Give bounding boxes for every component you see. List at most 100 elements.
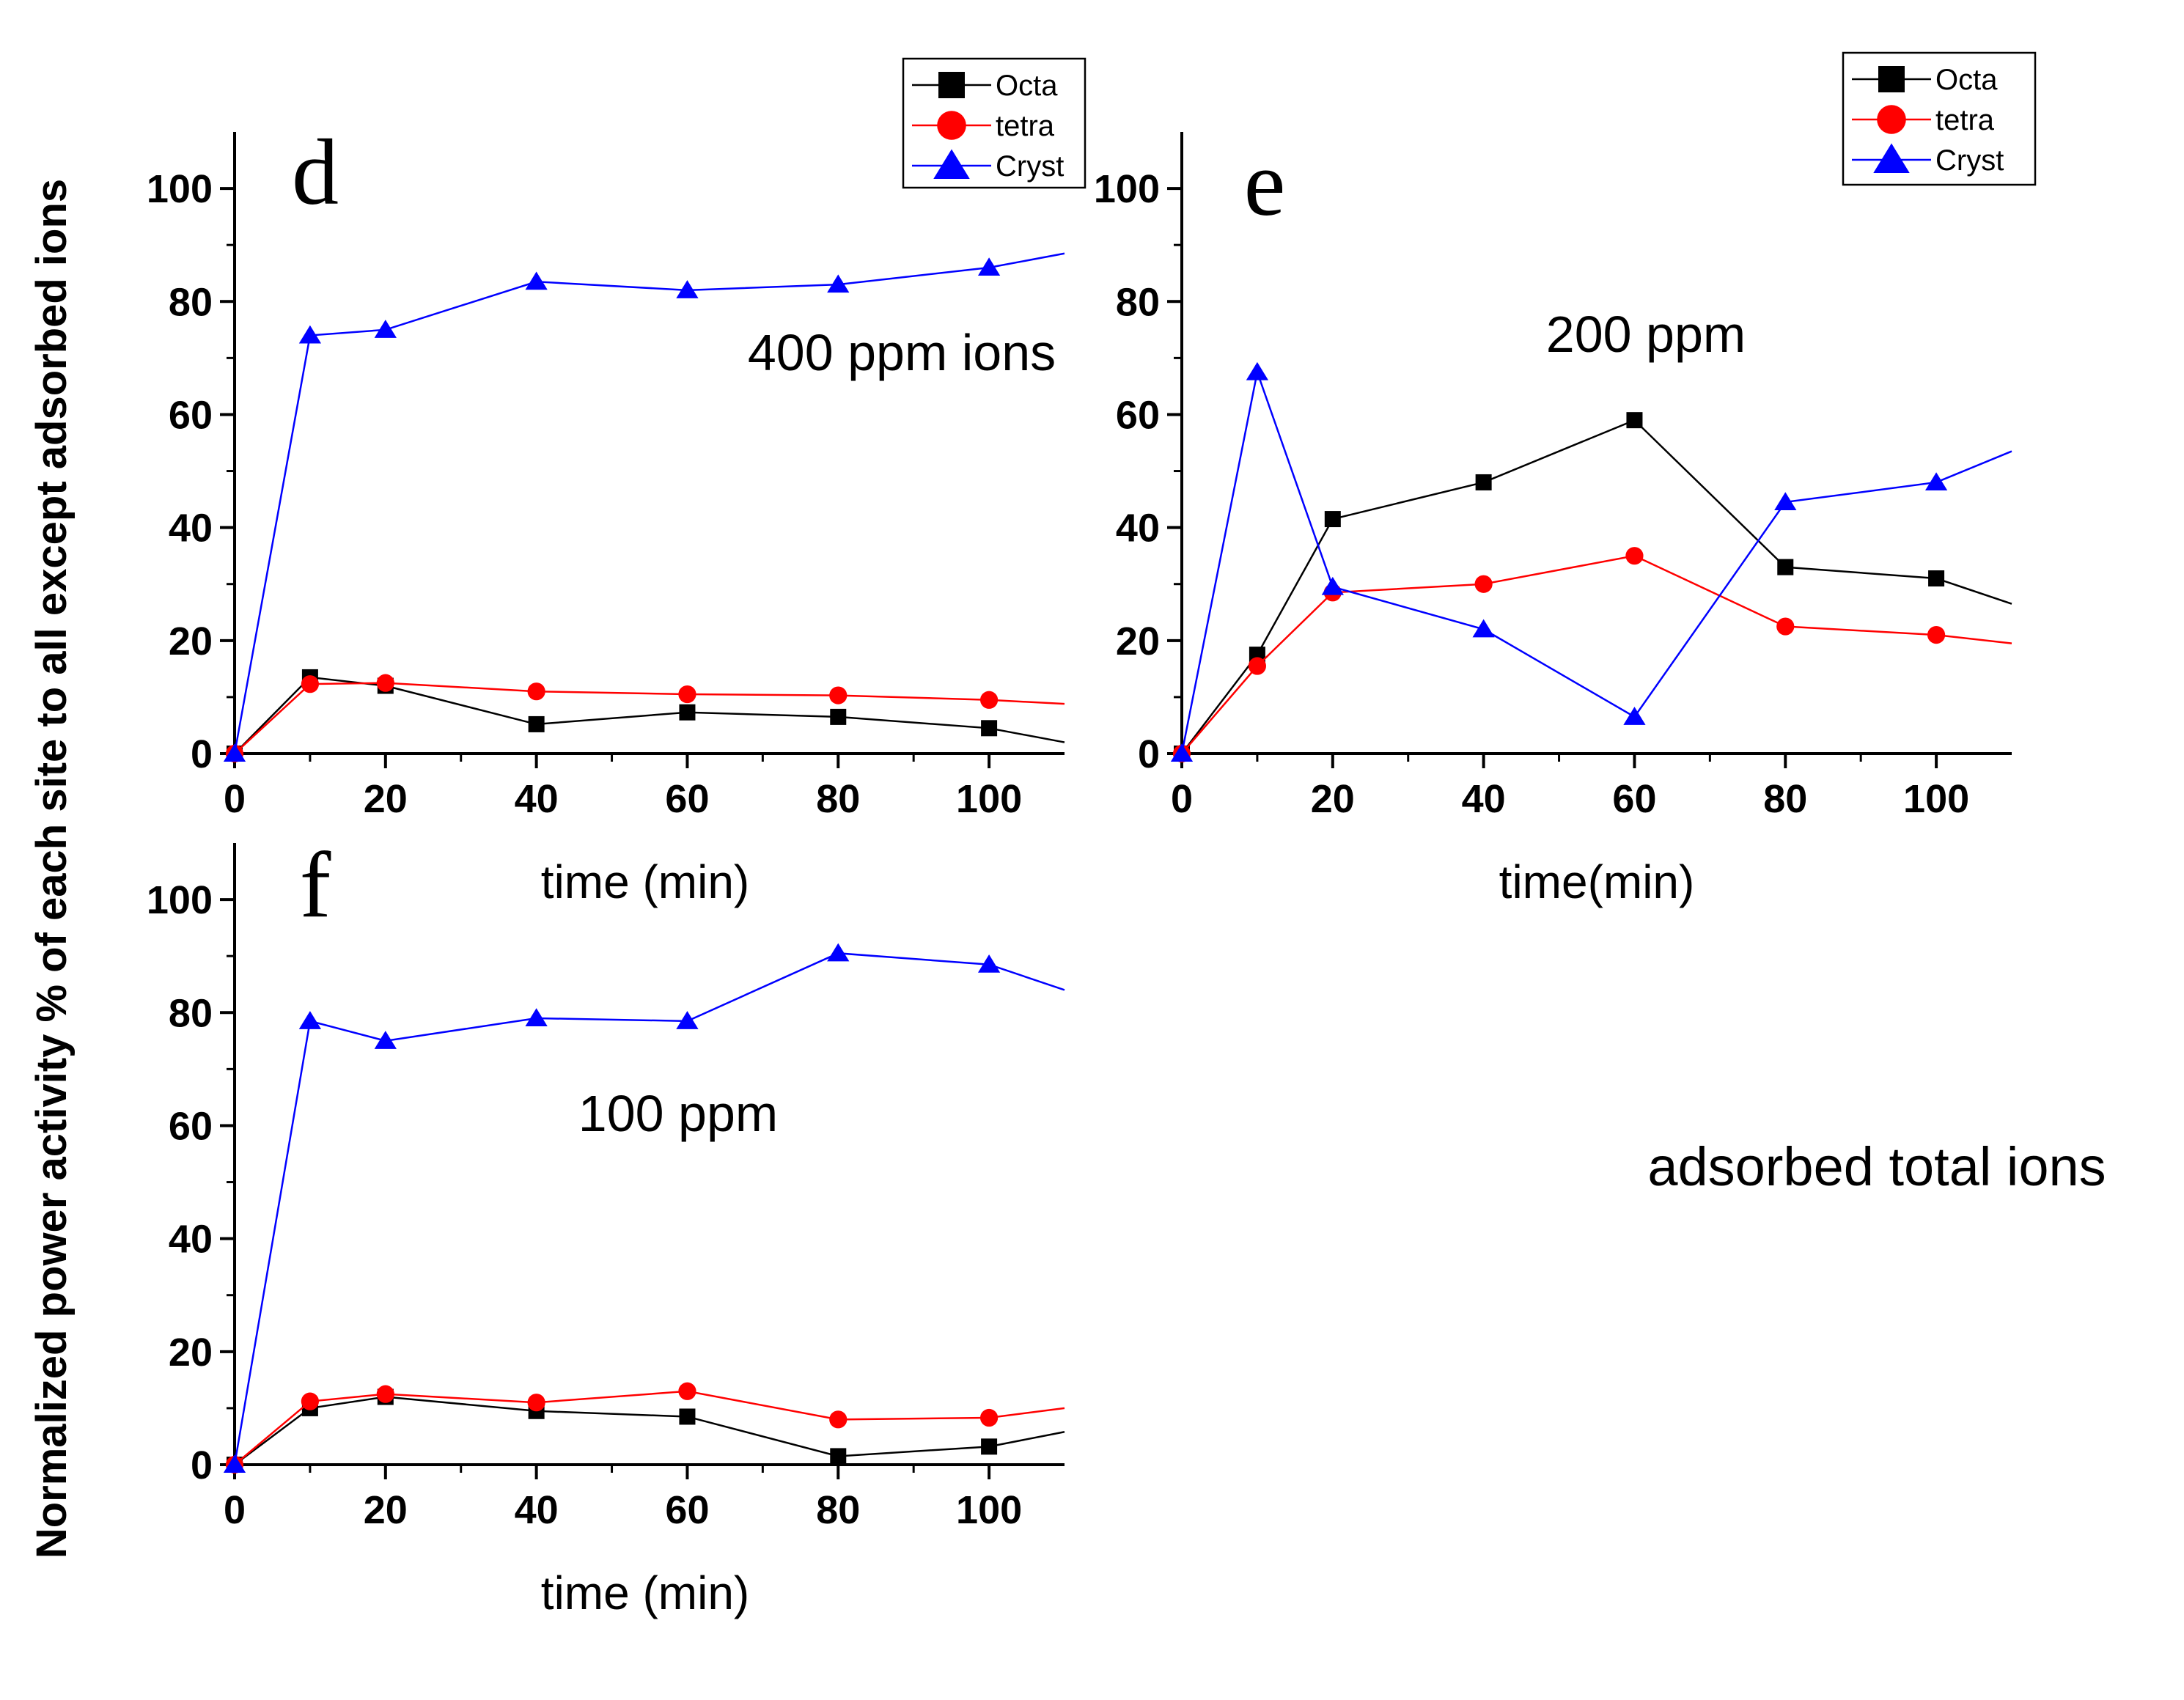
data-point — [1924, 472, 1948, 490]
data-point — [1321, 576, 1344, 595]
series-line — [1181, 554, 2012, 754]
concentration-annotation: 100 ppm — [578, 1085, 778, 1142]
x-tick-label: 20 — [364, 1488, 408, 1532]
data-point — [374, 320, 397, 338]
series-cryst — [223, 943, 1065, 1473]
adsorbed-total-ions-note: adsorbed total ions — [1647, 1136, 2106, 1197]
chart-panel-d: 0 20 40 60 80 100 0 20 40 60 80 100 time (min) d 400 p… — [147, 57, 1087, 908]
data-point — [827, 274, 850, 293]
data-point — [1927, 626, 1946, 644]
data-point — [1246, 361, 1269, 380]
legend-marker — [1873, 143, 1910, 173]
data-point — [528, 715, 545, 732]
panel-label: f — [300, 833, 331, 937]
legend: Octa tetra Cryst — [902, 57, 1087, 189]
x-tick-label: 100 — [956, 777, 1022, 821]
x-tick-label: 20 — [364, 777, 408, 821]
legend-entry-cryst: Cryst — [996, 150, 1064, 183]
x-tick-label: 40 — [515, 1488, 559, 1532]
data-point — [301, 1392, 320, 1410]
x-tick-label: 60 — [665, 777, 709, 821]
x-tick-label: 80 — [1763, 777, 1807, 821]
y-tick-label: 40 — [169, 1218, 213, 1262]
x-tick-label: 80 — [816, 1488, 860, 1532]
data-point — [678, 1382, 696, 1400]
y-tick-label: 60 — [169, 393, 213, 437]
series-line — [233, 252, 1065, 754]
data-point — [830, 1448, 847, 1465]
data-point — [376, 674, 394, 692]
series-cryst — [1170, 361, 2012, 762]
y-tick-label: 0 — [191, 732, 213, 776]
data-point — [678, 685, 696, 704]
y-tick-label: 20 — [169, 619, 213, 663]
y-tick-label: 60 — [169, 1104, 213, 1148]
data-point — [1324, 511, 1341, 528]
legend-marker — [1877, 105, 1906, 134]
y-tick-label: 100 — [147, 878, 213, 922]
concentration-annotation: 200 ppm — [1546, 306, 1746, 363]
series-line — [1181, 419, 2012, 754]
x-tick-label: 60 — [665, 1488, 709, 1532]
legend-marker — [938, 72, 965, 98]
x-tick-label: 100 — [956, 1488, 1022, 1532]
y-tick-label: 0 — [191, 1443, 213, 1487]
panel-label: d — [292, 120, 339, 224]
legend-marker — [937, 111, 966, 140]
legend-marker — [1878, 66, 1905, 92]
data-point — [525, 1008, 548, 1026]
data-point — [1928, 570, 1945, 587]
data-point — [1626, 412, 1643, 429]
y-tick-label: 20 — [1116, 619, 1160, 663]
legend-entry-octa: Octa — [996, 70, 1058, 102]
data-point — [298, 325, 322, 344]
data-point — [527, 682, 545, 701]
data-point — [981, 1438, 998, 1455]
data-point — [830, 708, 847, 725]
data-point — [527, 1394, 545, 1412]
series-line — [234, 1390, 1065, 1465]
data-point — [979, 691, 999, 709]
legend-entry-tetra: tetra — [1935, 104, 1995, 136]
data-point — [374, 1031, 397, 1049]
legend: Octa tetra Cryst — [1842, 51, 2037, 186]
y-tick-label: 80 — [169, 280, 213, 324]
data-point — [1170, 743, 1194, 762]
y-tick-label: 40 — [1116, 507, 1160, 551]
x-tick-label: 40 — [1462, 777, 1506, 821]
data-point — [979, 1408, 999, 1427]
data-point — [981, 720, 998, 737]
data-point — [676, 280, 699, 298]
chart-panel-f: 0 20 40 60 80 100 0 20 40 60 80 100 time (min) f 100 p… — [147, 833, 1065, 1619]
data-point — [1774, 492, 1797, 510]
y-tick-label: 80 — [1116, 280, 1160, 324]
data-point — [298, 1011, 322, 1029]
x-tick-label: 0 — [224, 777, 246, 821]
data-point — [676, 1011, 699, 1029]
data-point — [1248, 657, 1267, 675]
data-point — [977, 257, 1001, 276]
series-line — [233, 952, 1065, 1465]
x-tick-label: 0 — [224, 1488, 246, 1532]
data-point — [376, 1385, 394, 1403]
data-point — [1623, 707, 1646, 725]
x-axis-label: time (min) — [541, 1567, 749, 1619]
data-point — [223, 1454, 246, 1473]
y-tick-label: 100 — [1094, 167, 1160, 211]
data-point — [1474, 575, 1493, 593]
series-line — [234, 676, 1065, 754]
x-tick-label: 0 — [1171, 777, 1193, 821]
data-point — [829, 686, 848, 704]
x-tick-label: 40 — [515, 777, 559, 821]
data-point — [1777, 559, 1794, 575]
data-point — [679, 1408, 696, 1425]
data-point — [977, 954, 1001, 973]
y-tick-label: 20 — [169, 1331, 213, 1375]
x-tick-label: 100 — [1903, 777, 1969, 821]
y-tick-label: 60 — [1116, 393, 1160, 437]
data-point — [827, 943, 850, 962]
series-tetra — [225, 674, 1065, 763]
x-tick-label: 60 — [1612, 777, 1656, 821]
chart-panel-e: 0 20 40 60 80 100 0 20 40 60 80 100 time(min) e 200 pp… — [1094, 51, 2037, 908]
